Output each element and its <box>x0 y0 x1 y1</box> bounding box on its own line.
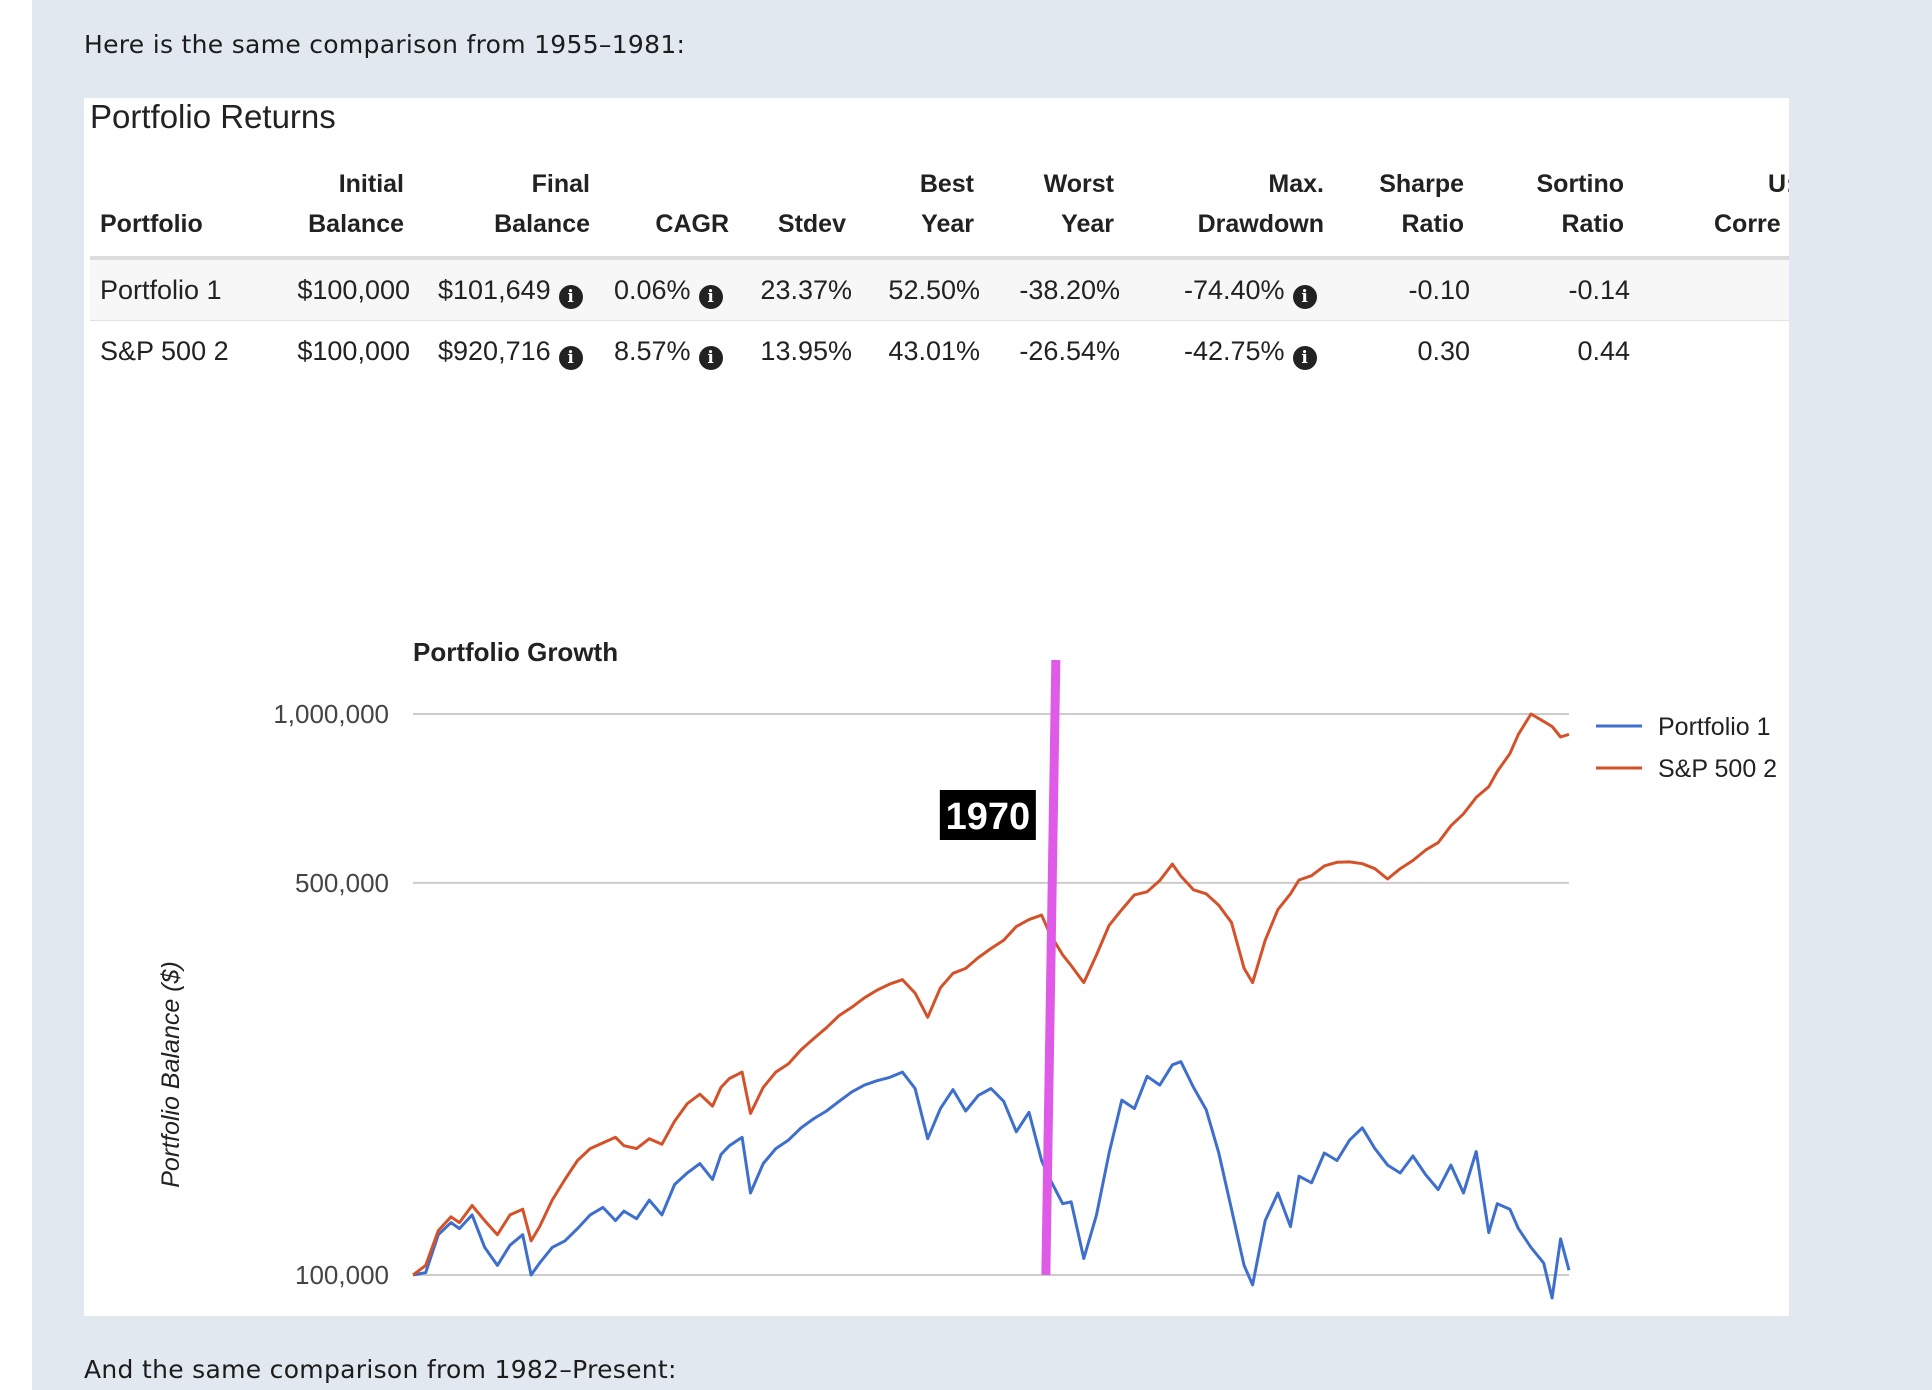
page-left-gutter <box>0 0 33 1390</box>
info-icon[interactable]: i <box>1292 285 1317 309</box>
cell-initial-balance: $100,000 <box>297 275 410 305</box>
cell-final-balance: $101,649 i <box>438 260 583 320</box>
cell-sortino-ratio: 0.44 <box>1577 336 1630 366</box>
cell-stdev: 13.95% <box>760 336 852 366</box>
intro-paragraph: Here is the same comparison from 1955–19… <box>84 30 686 59</box>
cell-best-year: 52.50% <box>888 275 980 305</box>
cell-sharpe-ratio: -0.10 <box>1408 275 1470 305</box>
y-tick-label: 500,000 <box>295 868 389 898</box>
cell-portfolio-name: S&P 500 2 <box>100 336 229 366</box>
col-header-best-year: Best Year <box>919 170 974 238</box>
y-axis-label: Portfolio Balance ($) <box>157 961 185 1188</box>
cell-sharpe-ratio: 0.30 <box>1417 336 1470 366</box>
col-header-final-balance: Final Balance <box>494 170 590 238</box>
table-header-divider <box>90 256 1789 260</box>
legend-label: Portfolio 1 <box>1658 713 1771 741</box>
cell-worst-year: -26.54% <box>1019 336 1120 366</box>
annotation-label-box <box>939 790 1036 840</box>
col-header-worst-year: Worst Year <box>1043 170 1114 238</box>
annotation-label: 1970 <box>946 796 1031 838</box>
series-line-sp500 <box>412 712 1570 1277</box>
col-header-cagr: CAGR <box>655 210 729 238</box>
table-row-sp500: S&P 500 2 $100,000 $920,716 i 8.57% i 13.9… <box>90 321 1789 381</box>
chart-title: Portfolio Growth <box>413 637 618 667</box>
info-icon[interactable]: i <box>1292 346 1317 370</box>
cell-initial-balance: $100,000 <box>297 336 410 366</box>
col-header-stdev: Stdev <box>777 210 846 238</box>
info-icon[interactable]: i <box>558 346 583 370</box>
col-header-sharpe-ratio: Sharpe Ratio <box>1379 170 1464 238</box>
col-header-sortino-ratio: Sortino Ratio <box>1536 170 1625 238</box>
info-icon[interactable]: i <box>558 285 583 309</box>
cell-stdev: 23.37% <box>760 275 852 305</box>
cell-cagr: 0.06% i <box>614 260 723 320</box>
portfolio-growth-chart: Portfolio Growth 100,000 500,000 1,000,000 P… <box>84 528 1789 1316</box>
returns-table-title: Portfolio Returns <box>90 98 336 135</box>
table-row-portfolio-1: Portfolio 1 $100,000 $101,649 i 0.06% i 23… <box>90 260 1789 321</box>
series-line-portfolio-1 <box>412 1060 1571 1300</box>
y-tick-label: 1,000,000 <box>273 699 389 729</box>
cell-sortino-ratio: -0.14 <box>1568 275 1630 305</box>
col-header-us-correlation: U:Corre <box>1714 170 1789 238</box>
cell-max-drawdown: -74.40% i <box>1184 260 1317 320</box>
col-header-max-drawdown: Max. Drawdown <box>1197 170 1324 238</box>
portfolio-growth-chart-svg: Portfolio Growth 100,000 500,000 1,000,000 P… <box>157 637 1777 1300</box>
col-header-initial-balance: Initial Balance <box>308 170 404 238</box>
info-icon[interactable]: i <box>698 346 723 370</box>
outro-paragraph: And the same comparison from 1982–Presen… <box>84 1355 677 1384</box>
cell-worst-year: -38.20% <box>1019 275 1120 305</box>
cell-final-balance: $920,716 i <box>438 321 583 381</box>
y-tick-label: 100,000 <box>295 1260 389 1290</box>
info-icon[interactable]: i <box>698 285 723 309</box>
cell-best-year: 43.01% <box>888 336 980 366</box>
legend-label: S&P 500 2 <box>1658 755 1777 783</box>
cell-max-drawdown: -42.75% i <box>1184 321 1317 381</box>
cell-cagr: 8.57% i <box>614 321 723 381</box>
annotation-marker-line <box>1041 659 1061 1276</box>
cell-portfolio-name: Portfolio 1 <box>100 275 222 305</box>
col-header-portfolio: Portfolio <box>100 210 203 238</box>
backtest-results-panel: Portfolio Returns Portfolio Initial Balan… <box>84 98 1789 1316</box>
